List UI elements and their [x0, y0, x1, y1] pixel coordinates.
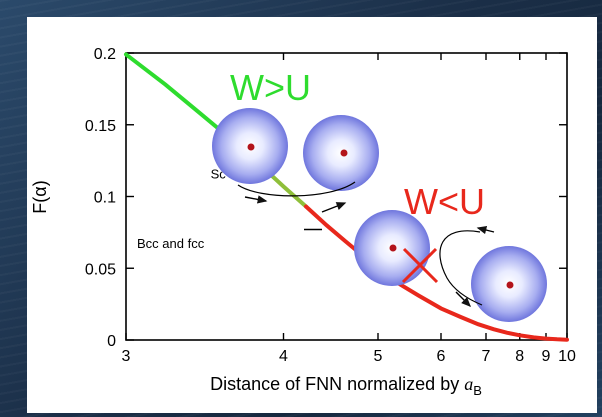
x-tick-label: 9	[542, 348, 551, 365]
y-tick-label: 0.2	[94, 46, 116, 63]
blocked-arrow-1	[476, 225, 495, 235]
x-tick-label: 3	[122, 348, 131, 365]
x-axis-label-text: Distance of FNN normalized by	[210, 374, 464, 394]
x-tick-label: 7	[482, 348, 491, 365]
atom-blocked-nucleus	[389, 244, 397, 252]
w-gt-u-label: W>U	[230, 67, 311, 108]
hopping-arc	[237, 181, 356, 197]
x-tick-label: 4	[279, 348, 288, 365]
x-axis-label: Distance of FNN normalized by aB	[210, 374, 482, 398]
bcc-label: Bcc and fcc	[137, 236, 205, 251]
x-tick-label: 5	[374, 348, 383, 365]
x-axis-label-symbol: a	[464, 374, 473, 394]
y-tick-label: 0.1	[94, 190, 116, 207]
x-tick-label: 8	[515, 348, 524, 365]
y-tick-label: 0.15	[85, 118, 116, 135]
hop-arrow-1	[244, 195, 268, 204]
y-axis-label: F(α)	[30, 180, 50, 213]
x-tick-label: 6	[437, 348, 446, 365]
atom-target-nucleus	[506, 281, 514, 289]
x-axis-label-subscript: B	[473, 383, 482, 398]
atom-right-nucleus	[340, 149, 348, 157]
x-tick-labels: 3 4 5 6 7 8 9 10	[122, 348, 576, 365]
hop-arrow-2	[321, 202, 347, 213]
chart-panel	[27, 17, 597, 413]
atom-left-nucleus	[247, 143, 255, 151]
y-tick-label: 0	[107, 333, 116, 350]
y-tick-labels: 0 0.05 0.1 0.15 0.2	[85, 46, 116, 350]
forbidden-cross-icon	[401, 247, 439, 284]
x-tick-label: 10	[558, 348, 576, 365]
blocked-arrow-2	[455, 291, 471, 307]
w-lt-u-label: W<U	[404, 181, 485, 222]
y-tick-label: 0.05	[85, 261, 116, 278]
